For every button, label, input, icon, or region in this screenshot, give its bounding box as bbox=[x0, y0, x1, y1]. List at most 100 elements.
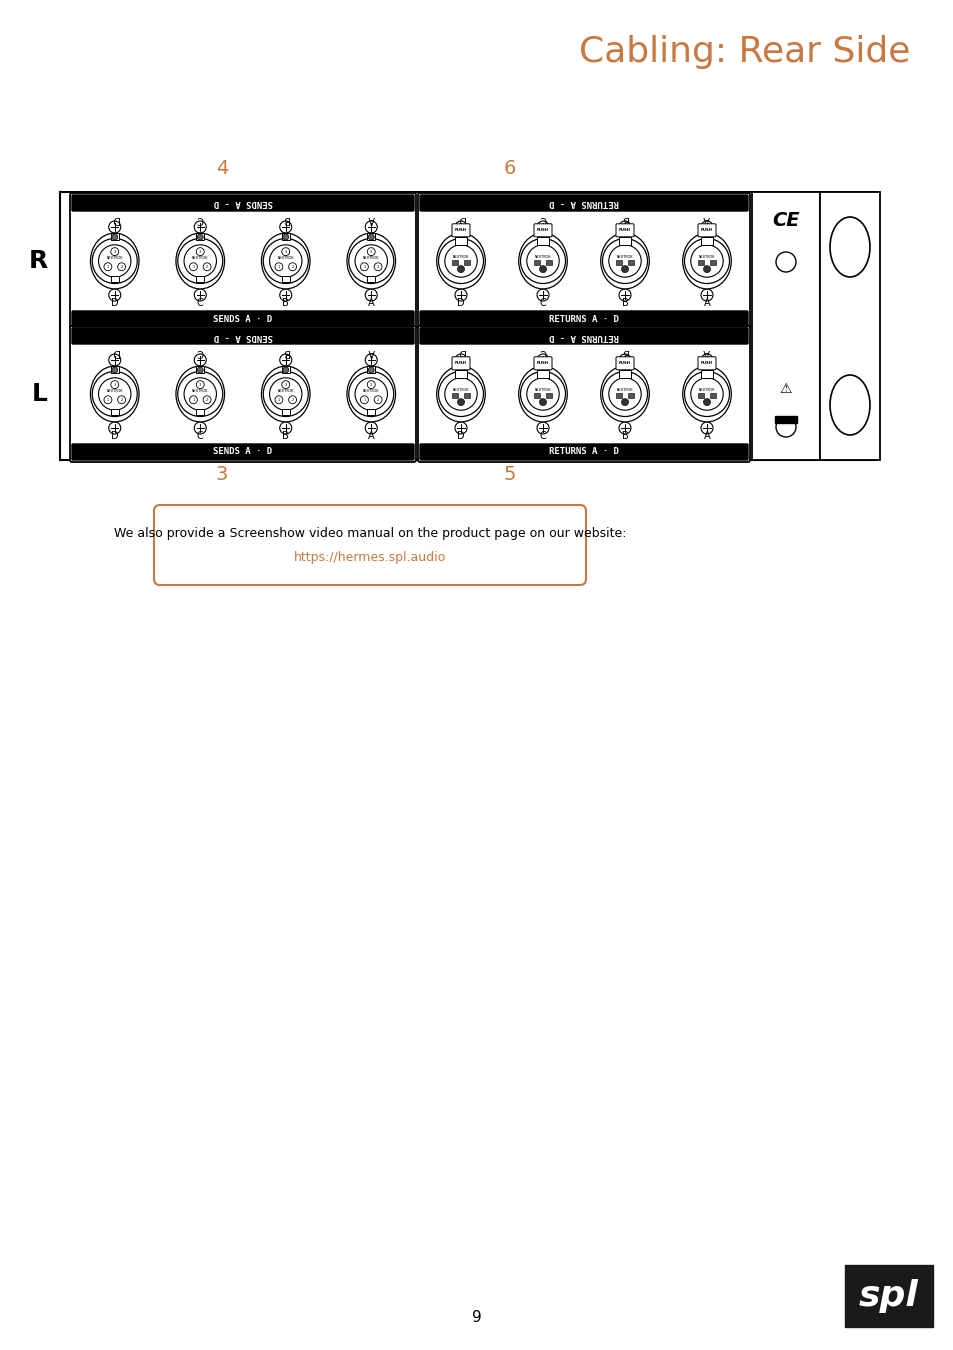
Ellipse shape bbox=[436, 234, 485, 289]
Circle shape bbox=[620, 266, 628, 273]
Text: 1: 1 bbox=[193, 398, 194, 402]
Circle shape bbox=[456, 398, 464, 405]
Ellipse shape bbox=[175, 234, 224, 289]
Circle shape bbox=[203, 396, 211, 404]
Text: 2: 2 bbox=[120, 265, 123, 269]
Text: 3: 3 bbox=[199, 382, 201, 386]
Text: 3: 3 bbox=[370, 250, 372, 254]
Bar bbox=[618, 370, 630, 378]
Circle shape bbox=[520, 239, 565, 284]
Bar bbox=[111, 366, 118, 373]
Ellipse shape bbox=[347, 234, 395, 289]
Bar bbox=[697, 259, 703, 266]
Text: D: D bbox=[456, 298, 464, 308]
Circle shape bbox=[690, 244, 722, 277]
Bar bbox=[537, 370, 548, 378]
Text: 1: 1 bbox=[363, 398, 365, 402]
Bar bbox=[463, 259, 470, 266]
Text: A: A bbox=[368, 298, 375, 308]
Text: 3: 3 bbox=[370, 382, 372, 386]
Text: B: B bbox=[282, 215, 289, 224]
Text: NEUTRIK: NEUTRIK bbox=[362, 389, 379, 393]
Text: 2: 2 bbox=[120, 398, 123, 402]
Bar bbox=[451, 259, 458, 266]
Circle shape bbox=[365, 221, 376, 234]
Circle shape bbox=[289, 396, 296, 404]
Text: 9: 9 bbox=[472, 1311, 481, 1326]
Circle shape bbox=[349, 371, 394, 417]
FancyBboxPatch shape bbox=[616, 356, 634, 370]
Circle shape bbox=[194, 221, 206, 234]
FancyBboxPatch shape bbox=[698, 224, 716, 236]
Bar bbox=[367, 234, 375, 240]
Bar bbox=[455, 370, 467, 378]
Circle shape bbox=[455, 354, 467, 366]
Text: 1: 1 bbox=[107, 265, 109, 269]
Circle shape bbox=[367, 381, 375, 389]
Circle shape bbox=[602, 239, 647, 284]
Text: 3: 3 bbox=[284, 382, 287, 386]
Circle shape bbox=[438, 371, 483, 417]
Circle shape bbox=[109, 289, 121, 301]
Text: RETURNS A - D: RETURNS A - D bbox=[549, 332, 618, 340]
Text: SENDS A - D: SENDS A - D bbox=[213, 198, 273, 208]
Text: 3: 3 bbox=[113, 382, 115, 386]
Circle shape bbox=[349, 239, 394, 284]
Circle shape bbox=[374, 396, 381, 404]
FancyBboxPatch shape bbox=[70, 325, 416, 462]
Circle shape bbox=[194, 289, 206, 301]
Circle shape bbox=[368, 367, 374, 373]
FancyBboxPatch shape bbox=[698, 356, 716, 370]
Circle shape bbox=[702, 266, 710, 273]
Bar bbox=[111, 277, 118, 282]
Circle shape bbox=[109, 423, 121, 433]
Circle shape bbox=[360, 396, 368, 404]
FancyBboxPatch shape bbox=[419, 444, 747, 460]
Text: RETURNS A - D: RETURNS A - D bbox=[549, 198, 618, 208]
Ellipse shape bbox=[600, 234, 649, 289]
Bar bbox=[774, 416, 796, 423]
Ellipse shape bbox=[682, 234, 731, 289]
Text: A: A bbox=[368, 431, 375, 441]
Circle shape bbox=[537, 354, 548, 366]
Text: 1: 1 bbox=[277, 265, 280, 269]
Bar bbox=[367, 277, 375, 282]
Text: B: B bbox=[621, 298, 628, 308]
Circle shape bbox=[279, 354, 292, 366]
Text: B: B bbox=[621, 431, 628, 441]
Circle shape bbox=[289, 263, 296, 271]
Bar bbox=[455, 236, 467, 244]
Circle shape bbox=[184, 378, 216, 410]
Bar bbox=[844, 1265, 932, 1327]
FancyBboxPatch shape bbox=[419, 194, 747, 211]
Circle shape bbox=[438, 239, 483, 284]
Ellipse shape bbox=[518, 234, 567, 289]
Text: 2: 2 bbox=[206, 398, 208, 402]
FancyBboxPatch shape bbox=[419, 310, 747, 327]
Bar bbox=[709, 259, 716, 266]
Text: RETURNS A · D: RETURNS A · D bbox=[549, 447, 618, 456]
Circle shape bbox=[117, 396, 126, 404]
Circle shape bbox=[355, 378, 387, 410]
Text: SENDS A · D: SENDS A · D bbox=[213, 315, 273, 324]
Circle shape bbox=[620, 398, 628, 405]
Circle shape bbox=[365, 423, 376, 433]
Text: 3: 3 bbox=[199, 250, 201, 254]
Text: A: A bbox=[703, 298, 710, 308]
Text: We also provide a Screenshow video manual on the product page on our website:: We also provide a Screenshow video manua… bbox=[113, 526, 625, 540]
Bar bbox=[533, 393, 540, 398]
Circle shape bbox=[111, 381, 118, 389]
Circle shape bbox=[618, 289, 630, 301]
Text: SENDS A · D: SENDS A · D bbox=[213, 447, 273, 456]
Text: ⚠: ⚠ bbox=[779, 382, 791, 396]
Bar bbox=[451, 393, 458, 398]
Circle shape bbox=[196, 247, 204, 255]
Text: PUSH: PUSH bbox=[700, 362, 712, 366]
Bar bbox=[615, 393, 621, 398]
Bar bbox=[281, 277, 290, 282]
Circle shape bbox=[184, 244, 216, 277]
Circle shape bbox=[109, 354, 121, 366]
Bar bbox=[545, 393, 552, 398]
Circle shape bbox=[117, 263, 126, 271]
Circle shape bbox=[92, 239, 137, 284]
